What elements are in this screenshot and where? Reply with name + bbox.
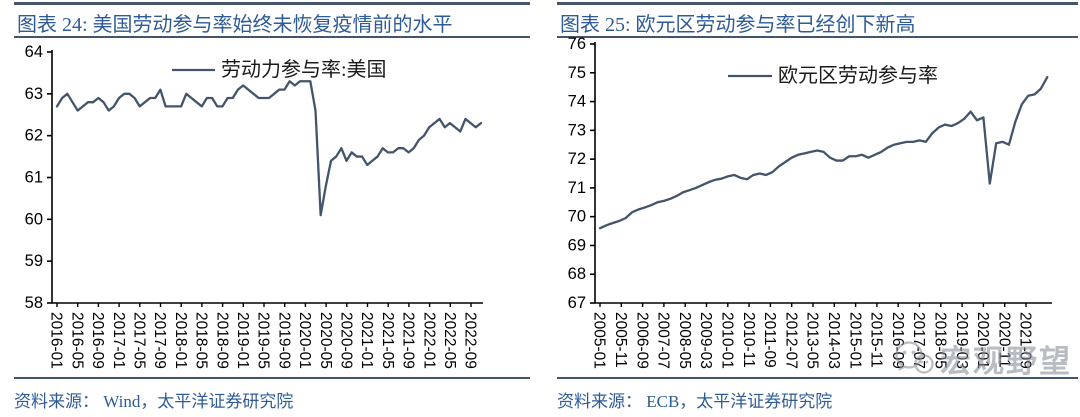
x-tick-label: 2019-03 <box>953 312 970 369</box>
x-tick-label: 2012-07 <box>782 312 799 369</box>
y-tick-label: 58 <box>25 294 43 312</box>
eurozone-participation-line-chart: 76 75 74 73 72 71 70 69 68 67 2005-01 2005-11 2006-0… <box>568 35 1052 369</box>
x-tick-label: 2019-01 <box>234 312 251 369</box>
x-tick-label: 2007-07 <box>655 312 672 369</box>
x-tick-label: 2020-09 <box>338 312 355 369</box>
x-tick-label: 2011-09 <box>761 312 778 368</box>
y-tick-label: 75 <box>568 64 586 82</box>
y-tick-label: 70 <box>568 208 586 226</box>
x-tick-label: 2016-05 <box>68 312 85 369</box>
source-text: ECB，太平洋证券研究院 <box>646 392 833 411</box>
x-tick-label: 2009-03 <box>697 312 714 369</box>
x-tick-label: 2022-01 <box>420 312 437 369</box>
x-tick-label: 2016-01 <box>48 312 65 369</box>
x-tick-label: 2018-05 <box>193 312 210 369</box>
x-tick-label: 2013-05 <box>804 312 821 369</box>
x-tick-label: 2017-09 <box>151 312 168 369</box>
y-tick-label: 76 <box>568 35 586 53</box>
y-tick-label: 62 <box>25 127 43 145</box>
y-tick-label: 63 <box>25 85 43 103</box>
x-tick-label: 2006-09 <box>633 312 650 369</box>
series-line <box>598 75 1049 230</box>
source-text: Wind，太平洋证券研究院 <box>103 392 294 411</box>
x-tick-label: 2017-01 <box>110 312 127 369</box>
y-tick-label: 59 <box>25 252 43 270</box>
x-tick-label: 2016-09 <box>89 312 106 369</box>
x-tick-label: 2020-05 <box>317 312 334 369</box>
series-line <box>55 80 483 217</box>
x-tick-label: 2018-01 <box>172 312 189 369</box>
y-tick-label: 64 <box>25 43 43 61</box>
legend-label: 劳动力参与率:美国 <box>221 58 387 81</box>
y-tick-label: 74 <box>568 93 586 111</box>
x-tick-label: 2018-05 <box>932 312 949 369</box>
x-tick-label: 2018-09 <box>213 312 230 369</box>
figure-25-title: 图表 25: 欧元区劳动参与率已经创下新高 <box>557 2 1078 38</box>
x-tick-label: 2016-09 <box>889 312 906 369</box>
x-tick-label: 2019-05 <box>255 312 272 369</box>
us-chart-area: 64 63 62 61 60 59 58 2016-01 2016-05 2016-09 2017-… <box>0 38 540 377</box>
figure-24-us-participation: 图表 24: 美国劳动参与率始终未恢复疫情前的水平 64 63 62 61 60 59 58… <box>0 2 540 417</box>
figure-24-source: 资料来源： Wind，太平洋证券研究院 <box>14 377 530 417</box>
x-tick-label: 2022-09 <box>462 312 479 369</box>
x-tick-label: 2020-11 <box>995 312 1012 368</box>
x-tick-label: 2021-09 <box>400 312 417 369</box>
legend-label: 欧元区劳动参与率 <box>778 64 938 87</box>
y-tick-label: 69 <box>568 236 586 254</box>
x-tick-label: 2021-09 <box>1017 312 1034 369</box>
y-tick-label: 71 <box>568 179 586 197</box>
figure-25-eurozone-participation: 图表 25: 欧元区劳动参与率已经创下新高 76 75 74 73 72 71 70 69 68… <box>540 0 1080 417</box>
figure-25-source: 资料来源： ECB，太平洋证券研究院 <box>557 377 1078 417</box>
x-tick-label: 2014-03 <box>825 312 842 369</box>
x-tick-label: 2010-01 <box>719 312 736 369</box>
x-tick-label: 2010-11 <box>740 312 757 368</box>
figure-24-title: 图表 24: 美国劳动参与率始终未恢复疫情前的水平 <box>14 2 530 38</box>
x-tick-label: 2019-09 <box>275 312 292 369</box>
x-tick-label: 2022-05 <box>441 312 458 369</box>
y-tick-label: 68 <box>568 265 586 283</box>
y-tick-label: 73 <box>568 121 586 139</box>
x-tick-label: 2005-01 <box>591 312 608 369</box>
x-tick-label: 2020-01 <box>296 312 313 369</box>
x-tick-label: 2015-01 <box>846 312 863 369</box>
y-tick-label: 67 <box>568 294 586 312</box>
x-tick-label: 2017-05 <box>131 312 148 369</box>
eurozone-chart-area: 76 75 74 73 72 71 70 69 68 67 2005-01 2005-11 2006-0… <box>540 35 1080 377</box>
x-tick-label: 2021-01 <box>358 312 375 369</box>
source-label: 资料来源： <box>557 392 642 411</box>
source-label: 资料来源： <box>14 392 99 411</box>
x-tick-label: 2008-05 <box>676 312 693 369</box>
x-tick-label: 2017-07 <box>910 312 927 369</box>
x-tick-label: 2005-11 <box>612 312 629 368</box>
y-tick-label: 60 <box>25 210 43 228</box>
x-tick-label: 2021-05 <box>379 312 396 369</box>
y-tick-label: 72 <box>568 150 586 168</box>
x-tick-label: 2020-01 <box>974 312 991 369</box>
x-tick-label: 2015-11 <box>868 312 885 368</box>
y-tick-label: 61 <box>25 168 43 186</box>
